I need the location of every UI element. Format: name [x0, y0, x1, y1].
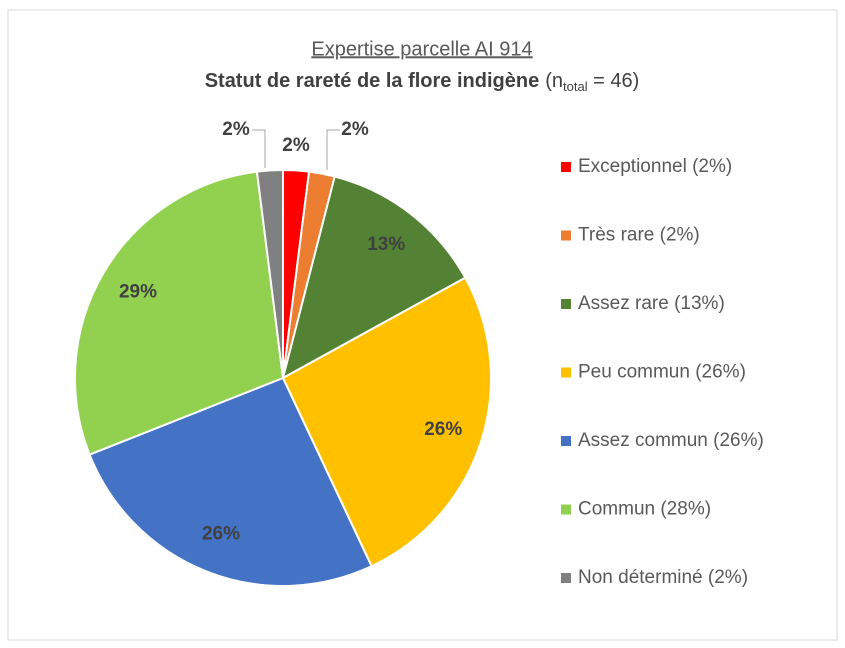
- subtitle-part: = 46): [588, 70, 640, 92]
- data-label: 2%: [222, 119, 250, 140]
- chart-subtitle: Statut de rareté de la flore indigène (nt…: [205, 70, 640, 94]
- data-label: 26%: [424, 419, 462, 440]
- legend-label: Commun (28%): [578, 499, 711, 520]
- data-label: 26%: [202, 524, 240, 545]
- data-label: 2%: [282, 135, 310, 156]
- legend-label: Assez rare (13%): [578, 293, 725, 314]
- pie-slice: [74, 170, 285, 456]
- legend-swatch: [561, 573, 571, 583]
- data-label: 13%: [367, 234, 405, 255]
- leader-line: [252, 129, 266, 168]
- subtitle-part: (n: [545, 70, 563, 92]
- pie-slice: [281, 276, 492, 568]
- legend-swatch: [561, 299, 571, 309]
- leader-line: [326, 129, 340, 170]
- legend-swatch: [561, 230, 571, 241]
- legend-label: Assez commun (26%): [578, 430, 764, 451]
- legend-label: Très rare (2%): [578, 225, 700, 246]
- legend-label: Non déterminé (2%): [578, 567, 748, 588]
- legend-label: Peu commun (26%): [578, 362, 746, 383]
- chart-title: Expertise parcelle AI 914: [311, 38, 532, 60]
- data-label: 2%: [341, 119, 369, 140]
- pie-slice: [88, 376, 373, 587]
- legend-swatch: [561, 367, 571, 378]
- legend-swatch: [561, 162, 571, 172]
- data-label: 29%: [119, 281, 157, 302]
- subtitle-bold: Statut de rareté de la flore indigène: [205, 70, 540, 92]
- pie-slice: [255, 168, 284, 379]
- legend-swatch: [561, 436, 571, 446]
- legend-swatch: [561, 504, 571, 515]
- legend-label: Exceptionnel (2%): [578, 156, 732, 177]
- pie-slice: [281, 175, 467, 380]
- subtitle-subscript: total: [563, 79, 588, 94]
